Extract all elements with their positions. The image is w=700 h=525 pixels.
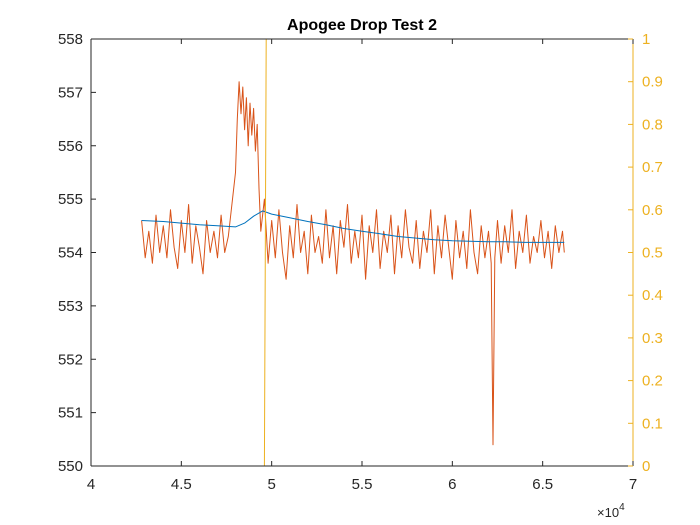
y-left-tick-label: 556 [58,138,83,155]
x-tick-label: 5 [267,476,275,493]
x-tick-label: 4 [87,476,95,493]
series-line-2 [141,210,565,243]
axes: 4 4.5 5 5.5 6 6.5 7 550 551 552 553 554 555 556 557 558… [58,31,663,493]
y-right-tick-label: 1 [642,31,650,48]
y-left-tick-label: 558 [58,31,83,48]
x-tick-label: 7 [629,476,637,493]
y-right-tick-label: 0.6 [642,202,663,219]
y-right-tick-label: 0.2 [642,373,663,390]
y-right-tick-label: 0.1 [642,415,663,432]
y-right-tick-label: 0.3 [642,330,663,347]
chart-title: Apogee Drop Test 2 [287,17,437,34]
series-line-3 [141,38,565,467]
y-right-tick-label: 0.4 [642,287,663,304]
x-tick-label: 5.5 [352,476,373,493]
x-axis-exponent-label: ×104 [597,502,625,520]
x-tick-label: 6 [448,476,456,493]
y-right-tick-label: 0.7 [642,159,663,176]
y-left-tick-label: 552 [58,351,83,368]
y-left-tick-label: 550 [58,458,83,475]
y-left-tick-label: 551 [58,405,83,422]
plot-area [141,38,565,467]
y-right-tick-label: 0.8 [642,116,663,133]
y-left-tick-label: 557 [58,84,83,101]
y-left-tick-label: 555 [58,191,83,208]
y-right-tick-label: 0.9 [642,74,663,91]
x-tick-label: 6.5 [532,476,553,493]
y-right-tick-label: 0 [642,458,650,475]
y-right-tick-label: 0.5 [642,245,663,262]
x-tick-label: 4.5 [171,476,192,493]
series-line-1 [141,81,565,446]
y-left-tick-label: 554 [58,245,83,262]
y-left-tick-label: 553 [58,298,83,315]
